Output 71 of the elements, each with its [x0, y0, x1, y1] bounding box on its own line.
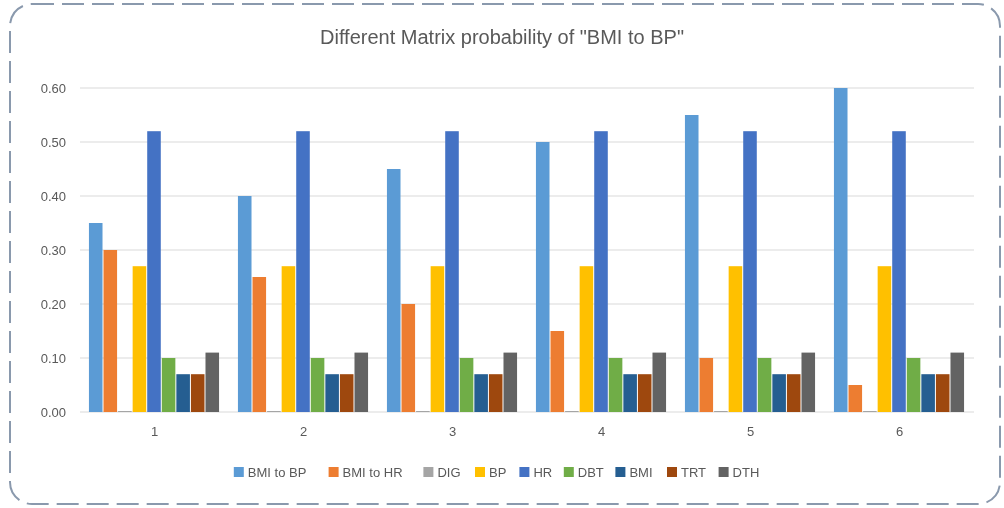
legend-label: BMI to HR — [342, 464, 403, 480]
y-tick-label: 0.40 — [40, 188, 66, 204]
bar — [401, 304, 416, 412]
bar — [848, 385, 863, 412]
bar — [354, 352, 369, 412]
bar — [877, 266, 892, 412]
bar — [310, 358, 325, 412]
bar — [445, 131, 459, 412]
bar — [103, 250, 118, 412]
bar — [474, 374, 488, 412]
bar — [801, 352, 816, 412]
bar — [757, 358, 772, 412]
bar — [237, 196, 252, 412]
bar — [88, 223, 103, 412]
bar — [743, 131, 757, 412]
bar — [339, 374, 354, 412]
bar — [623, 374, 637, 412]
bar — [147, 131, 161, 412]
x-tick-label: 3 — [448, 424, 457, 439]
bar — [190, 374, 205, 412]
bar — [132, 266, 147, 412]
bar — [950, 352, 965, 412]
bar — [608, 358, 623, 412]
bar — [252, 277, 267, 412]
legend-label: DBT — [577, 464, 604, 480]
bar — [386, 169, 401, 412]
legend-label: BMI — [629, 464, 653, 480]
bar — [684, 115, 699, 412]
bar — [205, 352, 220, 412]
y-tick-label: 0.50 — [40, 134, 66, 150]
legend-label: BMI to BP — [247, 464, 307, 480]
x-tick-label: 5 — [746, 424, 755, 439]
bar — [833, 88, 848, 412]
bar — [935, 374, 950, 412]
legend-label: DIG — [437, 464, 461, 480]
chart-title: Different Matrix probability of "BMI to BP" — [320, 26, 684, 48]
legend-label: TRT — [681, 464, 707, 480]
bar — [176, 374, 190, 412]
y-tick-label: 0.30 — [40, 242, 66, 258]
x-tick-label: 6 — [895, 424, 904, 439]
bar — [550, 331, 565, 412]
bar — [906, 358, 921, 412]
bar — [488, 374, 503, 412]
y-tick-label: 0.10 — [40, 350, 66, 366]
bar — [535, 142, 550, 412]
bar — [921, 374, 935, 412]
bar — [652, 352, 667, 412]
bar — [637, 374, 652, 412]
bar — [430, 266, 445, 412]
bar — [772, 374, 786, 412]
x-tick-label: 2 — [299, 424, 308, 439]
legend-label: BP — [489, 464, 507, 480]
x-tick-label: 4 — [597, 424, 606, 439]
bar — [296, 131, 310, 412]
bar — [459, 358, 474, 412]
y-tick-label: 0.60 — [40, 80, 66, 96]
bar — [594, 131, 608, 412]
bar — [161, 358, 176, 412]
legend-label: DTH — [732, 464, 760, 480]
bar — [579, 266, 594, 412]
y-tick-label: 0.20 — [40, 296, 66, 312]
x-tick-label: 1 — [150, 424, 159, 439]
bar — [699, 358, 714, 412]
bar — [728, 266, 743, 412]
bar — [892, 131, 906, 412]
bar — [503, 352, 518, 412]
y-tick-label: 0.00 — [40, 404, 66, 420]
bar — [281, 266, 296, 412]
legend-label: HR — [533, 464, 553, 480]
bar — [786, 374, 801, 412]
bar — [325, 374, 339, 412]
